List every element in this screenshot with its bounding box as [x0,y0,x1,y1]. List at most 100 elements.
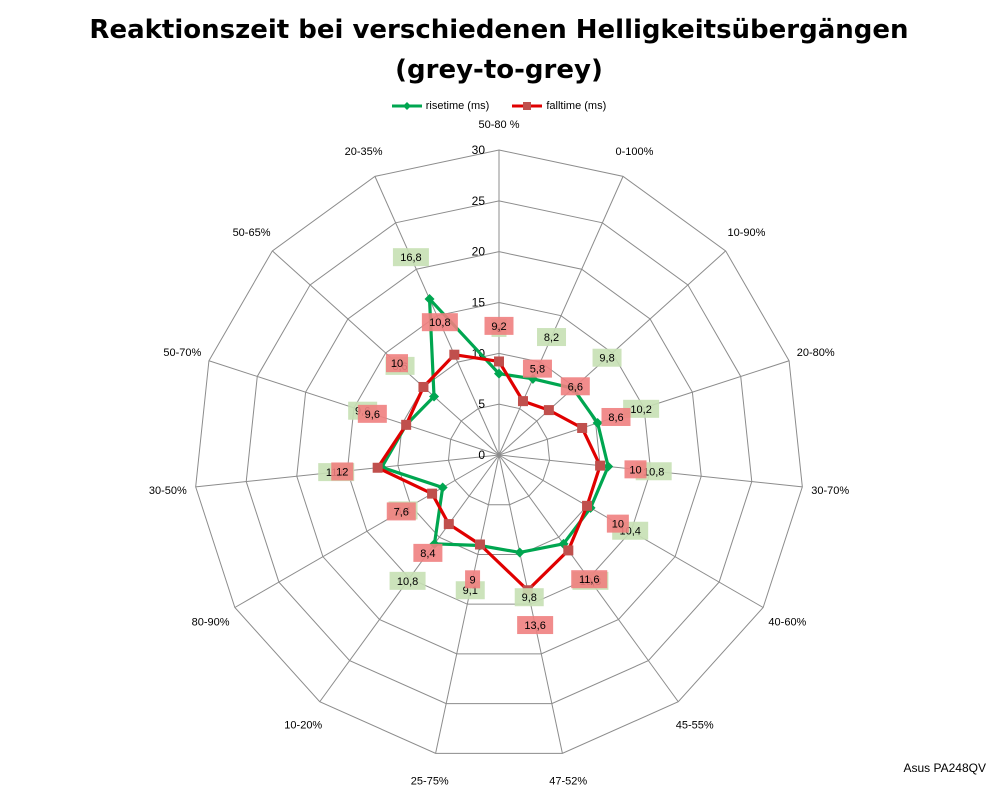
chart-title-line1: Reaktionszeit bei verschiedenen Helligke… [89,15,909,45]
data-label-falltime: 10 [391,358,403,370]
data-label-bg-falltime [522,359,552,378]
data-label-bg-falltime [465,570,481,589]
grid-ring-30 [195,149,803,754]
data-label-risetime: 9,8 [522,592,537,604]
data-label-falltime: 13,6 [524,620,545,632]
category-label: 50-65% [233,227,271,239]
grid-spoke [272,250,500,456]
category-label: 50-80 % [479,119,520,131]
grid-ring-15 [346,301,652,605]
grid-ring-5 [447,403,551,506]
category-label: 47-52% [549,776,587,786]
data-label-bg-risetime [392,248,429,267]
data-point-falltime [582,500,593,511]
data-point-risetime [437,482,448,493]
grid-spoke [435,454,500,754]
data-label-bg-falltime [517,616,554,635]
data-label-bg-falltime [331,462,354,481]
legend-item-risetime: risetime (ms) [391,100,490,112]
grid-spoke [234,454,500,608]
radial-tick-label: 0 [478,448,485,462]
radial-tick-label: 25 [472,194,486,208]
radial-tick-label: 20 [472,245,486,259]
data-label-bg-risetime [592,348,622,367]
data-label-falltime: 6,6 [568,381,583,393]
data-point-falltime [494,356,504,367]
legend-marker-risetime [391,102,422,110]
grid-ring-20 [296,251,702,655]
grid-ring-25 [245,200,753,705]
chart-title: Reaktionszeit bei verschiedenen Helligke… [0,10,998,90]
series-line-0 [380,297,610,555]
data-label-risetime: 10,8 [397,576,418,588]
data-point-risetime [603,461,614,472]
data-label-bg-risetime [537,328,567,347]
data-point-risetime [424,293,435,304]
legend-label-falltime: falltime (ms) [546,100,607,112]
data-label-bg-falltime [386,354,409,373]
data-label-bg-falltime [357,404,387,423]
data-label-falltime: 8,6 [608,412,623,424]
data-label-bg-falltime [624,460,647,479]
data-label-falltime: 5,8 [530,364,545,376]
data-point-falltime [401,419,412,430]
data-label-falltime: 10,8 [429,317,450,329]
category-label: 80-90% [192,617,230,629]
radial-tick-label: 30 [472,143,486,157]
data-point-falltime [372,462,383,473]
data-label-bg-risetime [389,571,426,590]
data-label-falltime: 8,4 [420,548,435,560]
data-point-falltime [443,519,454,530]
category-label: 25-75% [411,776,449,786]
legend-marker-falltime [512,102,543,110]
data-point-falltime [427,488,438,499]
chart-legend: risetime (ms) falltime (ms) [0,100,998,114]
data-point-falltime [543,405,554,416]
data-point-falltime [563,545,574,556]
category-label: 20-35% [345,146,383,158]
category-label: 20-80% [797,347,835,359]
footer-model-label: Asus PA248QV [903,761,987,775]
data-label-bg-falltime [421,313,458,332]
data-label-risetime: 10,2 [630,404,651,416]
category-label: 10-90% [728,227,766,239]
data-point-falltime [517,396,528,407]
category-label: 45-55% [676,719,714,731]
category-label: 50-70% [163,347,201,359]
category-label: 0-100% [615,146,653,158]
data-label-bg-falltime [606,514,629,533]
data-label-risetime: 8,2 [544,332,559,344]
data-label-falltime: 10 [629,464,641,476]
data-label-falltime: 12 [336,466,348,478]
data-point-risetime [514,547,525,558]
chart-title-line2: (grey-to-grey) [395,55,603,85]
data-label-bg-falltime [413,543,443,562]
legend-item-falltime: falltime (ms) [512,100,606,112]
data-label-falltime: 9,6 [365,409,380,421]
data-label-bg-falltime [571,570,608,589]
data-label-bg-risetime [623,399,660,418]
data-label-bg-falltime [386,502,416,521]
data-label-falltime: 9,2 [491,321,506,333]
data-point-risetime [429,391,440,402]
data-label-risetime: 10,8 [643,466,664,478]
data-label-falltime: 10 [612,519,624,531]
data-label-bg-falltime [484,316,514,335]
grid-spoke [498,176,624,456]
data-label-bg-falltime [560,377,590,396]
data-label-risetime: 9,8 [599,353,614,365]
data-point-falltime [474,539,485,550]
data-label-falltime: 11,6 [579,574,600,586]
category-label: 40-60% [768,617,806,629]
legend-label-risetime: risetime (ms) [425,100,490,112]
data-label-falltime: 7,6 [394,506,409,518]
data-point-risetime [494,368,504,379]
category-label: 30-50% [149,485,187,497]
data-point-falltime [577,422,588,433]
category-label: 10-20% [284,719,322,731]
data-label-falltime: 9 [470,574,476,586]
data-point-risetime [592,417,603,428]
data-label-bg-risetime [514,588,544,607]
radial-tick-label: 15 [472,296,486,310]
